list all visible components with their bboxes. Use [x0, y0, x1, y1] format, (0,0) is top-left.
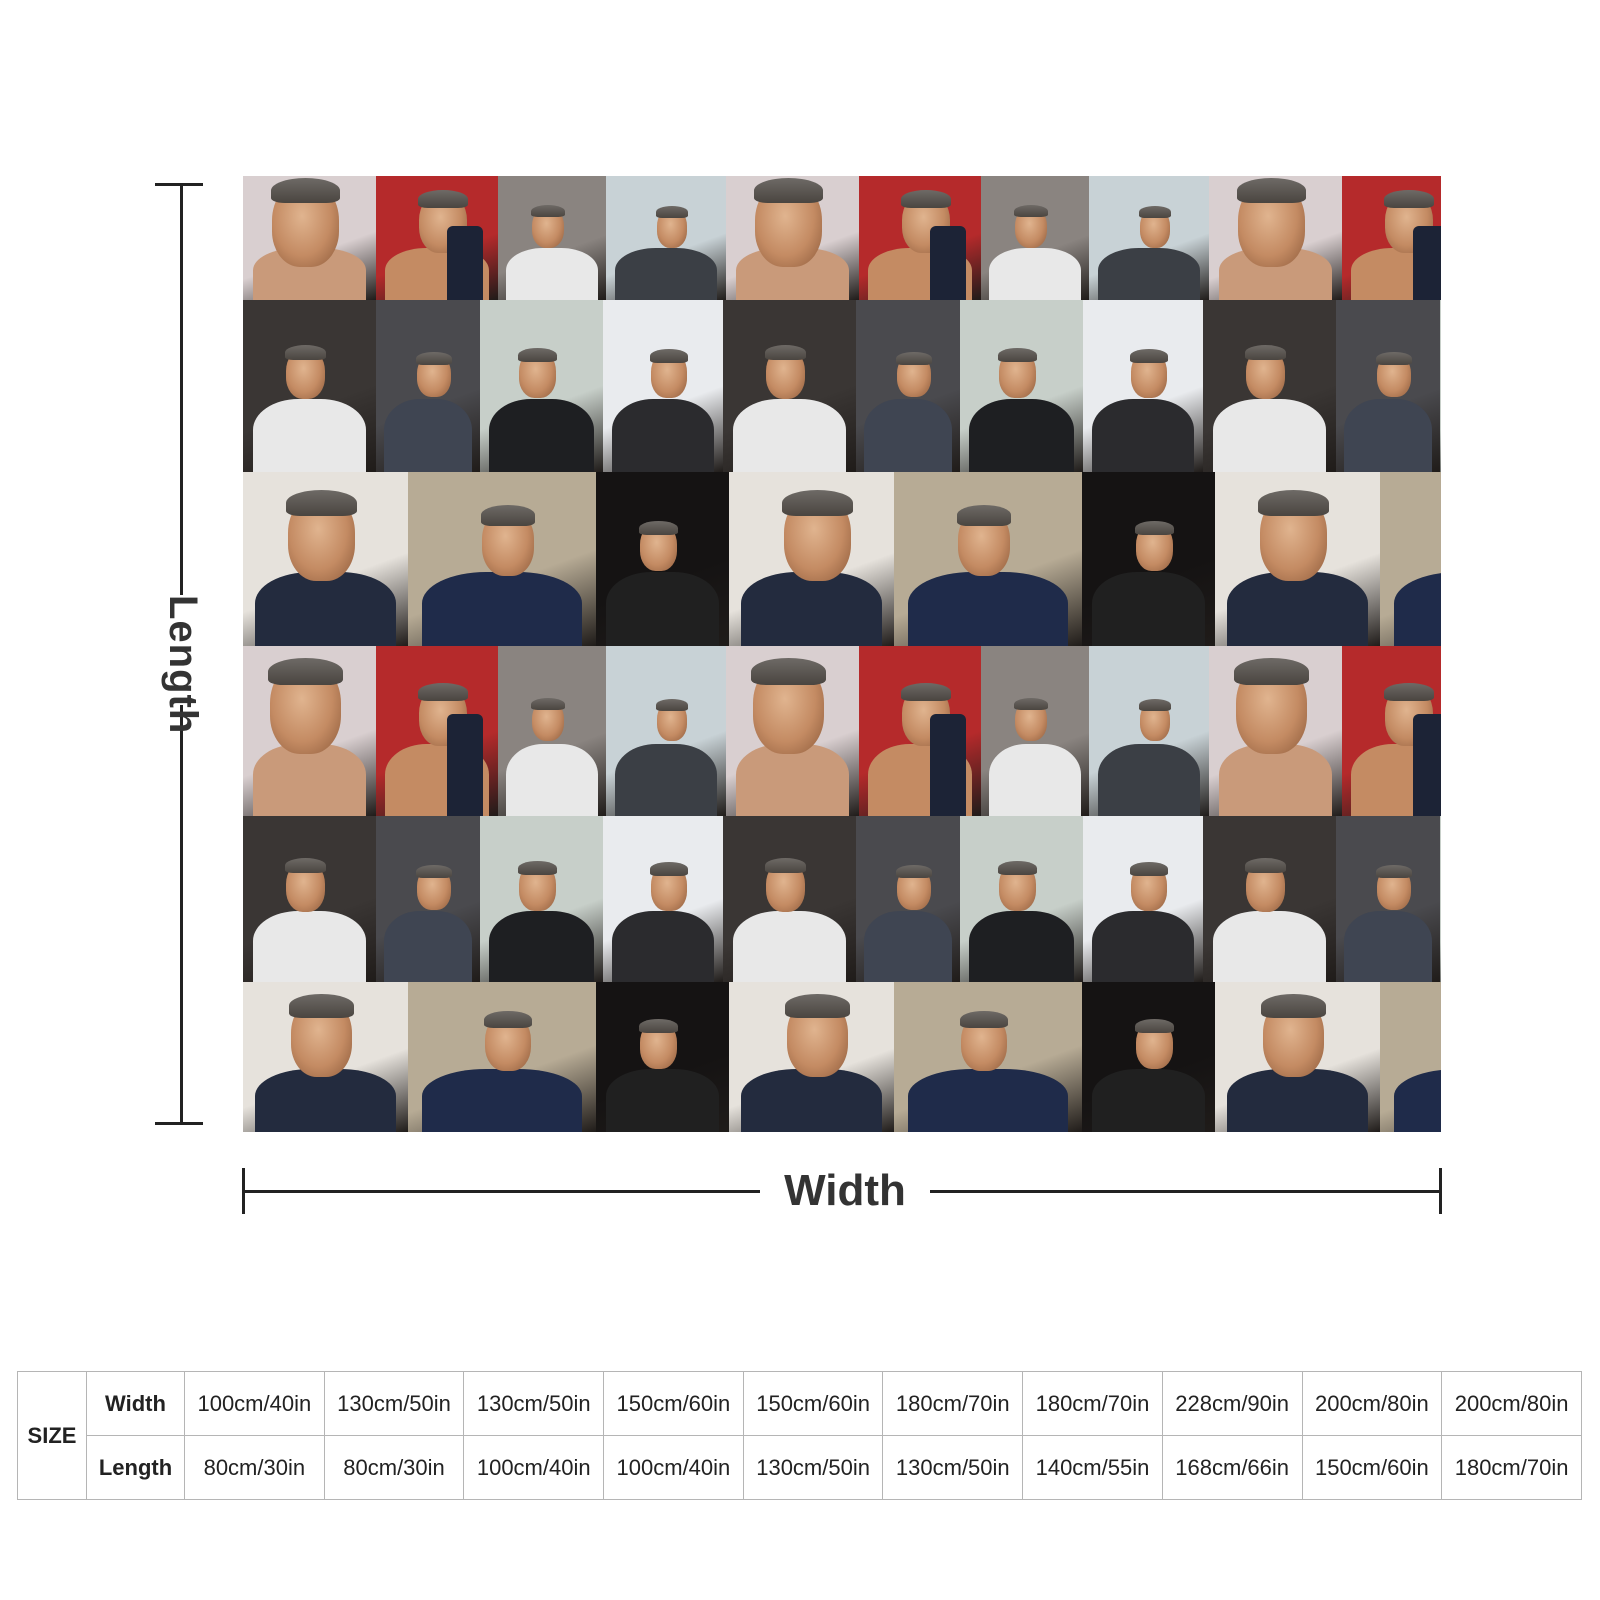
width-cell: 150cm/60in	[603, 1371, 744, 1436]
collage-photo-tile	[606, 176, 726, 300]
collage-band	[243, 176, 1441, 300]
collage-photo-tile	[1336, 300, 1440, 472]
collage-photo-tile	[1215, 982, 1380, 1132]
width-row: SIZE Width 100cm/40in 130cm/50in 130cm/5…	[17, 1371, 1582, 1500]
collage-photo-tile	[376, 300, 480, 472]
size-chart-table: SIZE Width 100cm/40in 130cm/50in 130cm/5…	[17, 1371, 1582, 1500]
collage-photo-tile	[726, 646, 859, 816]
collage-photo-tile	[480, 300, 603, 472]
width-cell: 150cm/60in	[742, 1371, 884, 1436]
collage-photo-tile	[243, 176, 376, 300]
collage-photo-tile	[1440, 816, 1441, 982]
collage-photo-tile	[1336, 816, 1440, 982]
width-cell: 100cm/40in	[184, 1371, 325, 1436]
width-cell: 180cm/70in	[1022, 1371, 1163, 1436]
collage-photo-tile	[1380, 982, 1441, 1132]
length-cell: 80cm/30in	[323, 1435, 465, 1500]
length-cell: 130cm/50in	[882, 1435, 1024, 1500]
collage-band	[243, 816, 1441, 982]
collage-photo-tile	[894, 982, 1082, 1132]
length-row-label: Length	[86, 1435, 185, 1500]
collage-photo-tile	[859, 176, 981, 300]
collage-photo-tile	[729, 982, 894, 1132]
collage-photo-tile	[243, 982, 408, 1132]
blanket-collage-image	[243, 176, 1441, 1132]
collage-photo-tile	[376, 176, 498, 300]
length-cell: 140cm/55in	[1022, 1435, 1163, 1500]
collage-photo-tile	[1380, 472, 1441, 646]
collage-photo-tile	[243, 646, 376, 816]
length-cell: 100cm/40in	[603, 1435, 744, 1500]
width-cell: 200cm/80in	[1441, 1371, 1582, 1436]
collage-photo-tile	[1440, 300, 1441, 472]
collage-photo-tile	[981, 176, 1089, 300]
length-cell: 100cm/40in	[463, 1435, 605, 1500]
collage-photo-tile	[376, 816, 480, 982]
length-cell: 150cm/60in	[1301, 1435, 1443, 1500]
collage-photo-tile	[596, 472, 729, 646]
collage-photo-tile	[1203, 300, 1336, 472]
collage-photo-tile	[1082, 472, 1215, 646]
collage-photo-tile	[1209, 646, 1342, 816]
collage-photo-tile	[606, 646, 726, 816]
length-cell: 168cm/66in	[1161, 1435, 1303, 1500]
collage-photo-tile	[1342, 176, 1441, 300]
collage-photo-tile	[243, 816, 376, 982]
width-row-label: Width	[86, 1371, 185, 1436]
collage-photo-tile	[1215, 472, 1380, 646]
collage-photo-tile	[1089, 176, 1209, 300]
collage-photo-tile	[603, 300, 723, 472]
collage-photo-tile	[243, 300, 376, 472]
collage-photo-tile	[1089, 646, 1209, 816]
collage-photo-tile	[729, 472, 894, 646]
size-header: SIZE	[17, 1371, 87, 1500]
width-label: Width	[760, 1168, 930, 1214]
collage-photo-tile	[596, 982, 729, 1132]
width-dimension-right-tick	[1439, 1168, 1442, 1214]
width-cell: 180cm/70in	[882, 1371, 1024, 1436]
width-cell: 200cm/80in	[1301, 1371, 1443, 1436]
collage-photo-tile	[603, 816, 723, 982]
collage-photo-tile	[1342, 646, 1441, 816]
collage-photo-tile	[408, 472, 596, 646]
length-cell: 80cm/30in	[184, 1435, 325, 1500]
collage-photo-tile	[894, 472, 1082, 646]
collage-photo-tile	[723, 300, 856, 472]
collage-photo-tile	[498, 646, 606, 816]
collage-photo-tile	[408, 982, 596, 1132]
collage-photo-tile	[960, 816, 1083, 982]
collage-band	[243, 472, 1441, 646]
collage-photo-tile	[859, 646, 981, 816]
length-cell: 180cm/70in	[1441, 1435, 1582, 1500]
collage-photo-tile	[981, 646, 1089, 816]
collage-photo-tile	[243, 472, 408, 646]
collage-photo-tile	[1203, 816, 1336, 982]
collage-photo-tile	[1083, 816, 1203, 982]
collage-band	[243, 646, 1441, 816]
length-row: Length 80cm/30in 80cm/30in 100cm/40in 10…	[18, 1435, 1582, 1500]
collage-photo-tile	[960, 300, 1083, 472]
collage-band	[243, 300, 1441, 472]
collage-photo-tile	[376, 646, 498, 816]
width-cell: 228cm/90in	[1161, 1371, 1303, 1436]
collage-band	[243, 982, 1441, 1132]
collage-photo-tile	[1083, 300, 1203, 472]
length-cell: 130cm/50in	[742, 1435, 884, 1500]
collage-photo-tile	[1082, 982, 1215, 1132]
collage-photo-tile	[726, 176, 859, 300]
collage-photo-tile	[480, 816, 603, 982]
collage-photo-tile	[856, 300, 960, 472]
length-label: Length	[161, 595, 205, 735]
length-dimension-top-tick	[155, 183, 203, 186]
width-cell: 130cm/50in	[463, 1371, 605, 1436]
collage-photo-tile	[498, 176, 606, 300]
length-dimension-bottom-tick	[155, 1122, 203, 1125]
collage-photo-tile	[1209, 176, 1342, 300]
collage-photo-tile	[723, 816, 856, 982]
width-cell: 130cm/50in	[323, 1371, 465, 1436]
collage-photo-tile	[856, 816, 960, 982]
